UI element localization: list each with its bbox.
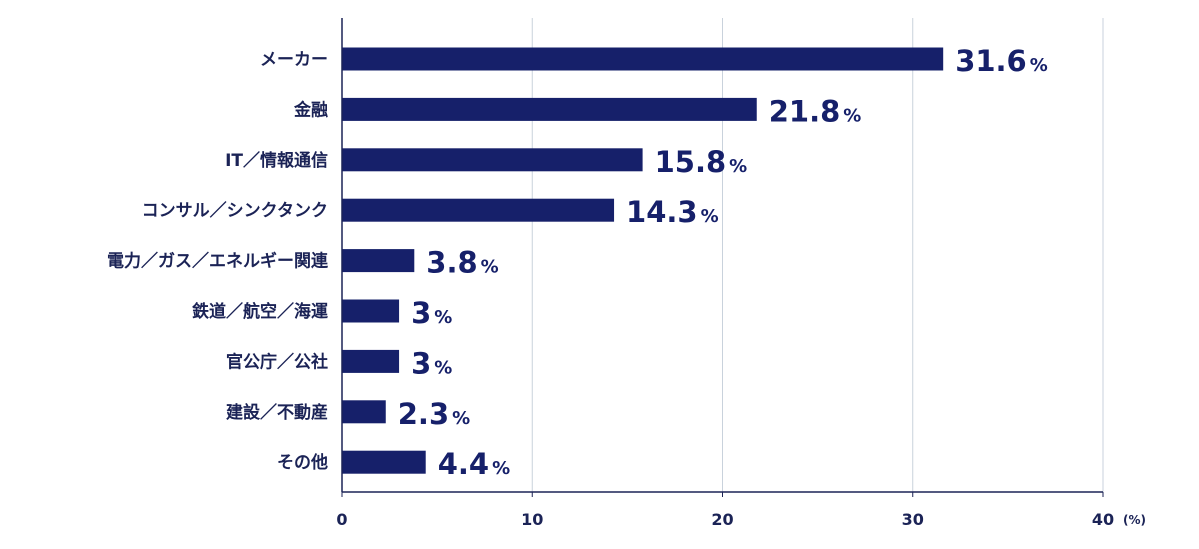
category-label-0: メーカー xyxy=(260,50,328,70)
value-label-2: 15.8% xyxy=(655,145,748,179)
value-label-4: 3.8% xyxy=(426,246,498,280)
value-label-3: 14.3% xyxy=(626,195,719,229)
category-label-4: 電力／ガス／エネルギー関連 xyxy=(107,251,329,272)
bar-4 xyxy=(342,249,415,273)
category-label-5: 鉄道／航空／海運 xyxy=(192,301,328,322)
x-tick-label-0: 0 xyxy=(336,510,347,529)
category-label-2: IT／情報通信 xyxy=(225,150,328,171)
value-label-1: 21.8% xyxy=(769,94,862,128)
bar-7 xyxy=(342,400,386,424)
x-tick-label-20: 20 xyxy=(711,510,733,529)
x-tick-label-40: 40 xyxy=(1092,510,1114,529)
category-label-6: 官公庁／公社 xyxy=(226,351,328,372)
x-tick-label-30: 30 xyxy=(902,510,924,529)
bar-2 xyxy=(342,148,643,172)
value-label-8: 4.4% xyxy=(438,447,510,481)
bar-5 xyxy=(342,299,400,323)
value-label-0: 31.6% xyxy=(955,44,1048,78)
bar-3 xyxy=(342,198,615,222)
x-tick-label-10: 10 xyxy=(521,510,543,529)
category-label-7: 建設／不動産 xyxy=(226,402,328,423)
category-label-1: 金融 xyxy=(293,99,328,120)
category-label-8: その他 xyxy=(277,452,328,473)
bar-1 xyxy=(342,97,757,121)
x-unit-label: (%) xyxy=(1123,513,1146,527)
x-axis: 0 10 20 30 40 (%) xyxy=(336,18,1146,529)
grid-lines xyxy=(531,18,1104,492)
value-label-7: 2.3% xyxy=(398,397,470,431)
bar-6 xyxy=(342,349,400,373)
value-labels: 31.6 % 21.8 % 15.8 % 14.3 % 3.8 % 3 % 3 % 2.3 % 4.4% xyxy=(398,44,1048,481)
bar-0 xyxy=(342,47,944,71)
bars xyxy=(342,47,944,474)
category-label-3: コンサル／シンクタンク xyxy=(142,200,328,221)
value-label-5: 3% xyxy=(411,296,452,330)
bar-8 xyxy=(342,450,426,474)
value-label-6: 3% xyxy=(411,346,452,380)
